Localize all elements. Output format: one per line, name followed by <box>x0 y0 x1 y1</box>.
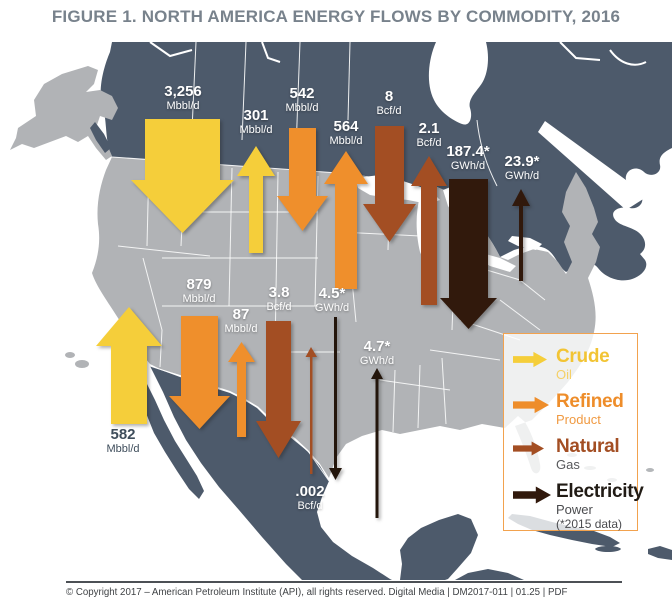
flow-value: 3.8 <box>268 284 290 301</box>
yucatan-peninsula <box>400 514 478 580</box>
gas-canada-to-us-arrow <box>363 126 416 242</box>
flow-label-gas-mexico-to-us: .002 Bcf/d <box>295 483 325 513</box>
flow-value: 8 <box>384 88 394 105</box>
flow-label-electricity-mexico-to-us: 4.7* GWh/d <box>359 338 395 368</box>
flow-label-refined-mexico-to-us: 87 Mbbl/d <box>224 306 258 336</box>
central-america <box>455 569 524 580</box>
flow-unit: Bcf/d <box>416 137 442 149</box>
legend-item-natural-gas: Natural Gas <box>513 437 637 472</box>
flow-label-electricity-us-to-canada: 23.9* GWh/d <box>504 153 540 183</box>
flow-value: 4.7* <box>363 338 391 355</box>
electricity-us-to-canada-arrow <box>512 189 530 281</box>
flow-label-gas-canada-to-us: 8 Bcf/d <box>376 88 402 118</box>
flow-value: 582 <box>110 426 136 443</box>
hispaniola <box>648 546 672 560</box>
crude-canada-to-us-arrow <box>131 119 234 233</box>
legend-label: Refined <box>556 391 624 412</box>
flow-label-crude-us-to-canada: 301 Mbbl/d <box>239 107 273 137</box>
alaska-region <box>10 66 118 160</box>
jamaica <box>595 546 621 552</box>
flow-unit: Bcf/d <box>297 500 323 512</box>
flow-label-refined-us-to-mexico: 879 Mbbl/d <box>182 276 216 306</box>
legend-item-crude-oil: Crude Oil <box>513 347 637 382</box>
flow-value: 879 <box>186 276 212 293</box>
flow-unit: Mbbl/d <box>106 443 140 455</box>
legend-sublabel: Gas <box>556 457 580 472</box>
crude-oil-arrow-icon <box>513 347 556 382</box>
electricity-arrow-icon <box>513 482 556 531</box>
mexico-region <box>150 366 392 580</box>
flow-value: 301 <box>243 107 269 124</box>
flow-label-electricity-us-to-mexico: 4.5* GWh/d <box>314 285 350 315</box>
crude-mexico-to-us-arrow <box>96 307 162 424</box>
legend-item-electricity: Electricity Power (*2015 data) <box>513 482 644 531</box>
flow-unit: Mbbl/d <box>182 293 216 305</box>
flow-unit: GWh/d <box>504 170 540 182</box>
flow-unit: GWh/d <box>450 160 486 172</box>
flow-label-crude-canada-to-us: 3,256 Mbbl/d <box>164 83 202 113</box>
flow-value: 542 <box>289 85 315 102</box>
flow-value: 4.5* <box>318 285 346 302</box>
flow-unit: Mbbl/d <box>329 135 363 147</box>
hawaii-islands <box>65 352 89 368</box>
flow-label-refined-us-to-canada: 564 Mbbl/d <box>329 118 363 148</box>
legend-sublabel: Oil <box>556 367 572 382</box>
flow-label-gas-us-to-canada: 2.1 Bcf/d <box>416 120 442 150</box>
st-lawrence-river <box>538 121 648 210</box>
legend-label: Natural <box>556 436 620 457</box>
refined-us-to-mexico-arrow <box>169 316 230 429</box>
flow-value: 187.4* <box>446 143 490 160</box>
flow-unit: Mbbl/d <box>224 323 258 335</box>
flow-unit: GWh/d <box>314 302 350 314</box>
flow-label-refined-canada-to-us: 542 Mbbl/d <box>285 85 319 115</box>
figure-title: FIGURE 1. NORTH AMERICA ENERGY FLOWS BY … <box>51 7 621 26</box>
flow-value: 3,256 <box>164 83 202 100</box>
hudson-bay <box>428 42 488 125</box>
flow-label-crude-mexico-to-us: 582 Mbbl/d <box>106 426 140 456</box>
vancouver-island <box>90 122 111 153</box>
refined-us-to-canada-arrow <box>324 151 368 289</box>
flow-unit: Mbbl/d <box>166 100 200 112</box>
gas-us-to-mexico-arrow <box>256 321 301 458</box>
refined-mexico-to-us-arrow <box>228 342 255 437</box>
flow-value: 564 <box>333 118 359 135</box>
footer-rule <box>66 581 622 583</box>
baja-california <box>130 367 204 499</box>
legend-label: Electricity <box>556 481 644 502</box>
flow-unit: GWh/d <box>359 355 395 367</box>
legend-label: Crude <box>556 346 610 367</box>
legend-note: (*2015 data) <box>556 517 623 531</box>
flow-unit: Bcf/d <box>376 105 402 117</box>
flow-unit: Bcf/d <box>266 301 292 313</box>
flow-value: 87 <box>232 306 250 323</box>
flow-label-electricity-canada-to-us: 187.4* GWh/d <box>446 143 490 173</box>
flow-unit: Mbbl/d <box>285 102 319 114</box>
gas-mexico-to-us-arrow <box>305 347 317 474</box>
flow-value: 2.1 <box>418 120 440 137</box>
refined-product-arrow-icon <box>513 392 556 427</box>
refined-canada-to-us-arrow <box>277 128 328 231</box>
crude-us-to-canada-arrow <box>237 146 275 253</box>
legend: Crude Oil Refined Product Natural Gas El… <box>503 333 644 531</box>
flow-value: 23.9* <box>504 153 540 170</box>
flow-value: .002 <box>295 483 325 500</box>
natural-gas-arrow-icon <box>513 437 556 472</box>
canada-province-borders <box>191 41 498 187</box>
legend-sublabel: Power <box>556 502 593 517</box>
legend-item-refined-product: Refined Product <box>513 392 637 427</box>
electricity-canada-to-us-arrow <box>440 179 497 329</box>
flow-label-gas-us-to-mexico: 3.8 Bcf/d <box>266 284 292 314</box>
arctic-coast-lines <box>149 41 647 66</box>
gas-us-to-canada-arrow <box>411 156 447 305</box>
flow-unit: Mbbl/d <box>239 124 273 136</box>
legend-sublabel: Product <box>556 412 601 427</box>
electricity-us-to-mexico-arrow <box>329 317 342 480</box>
electricity-mexico-to-us-arrow <box>371 368 383 518</box>
copyright-text: © Copyright 2017 – American Petroleum In… <box>66 587 568 598</box>
